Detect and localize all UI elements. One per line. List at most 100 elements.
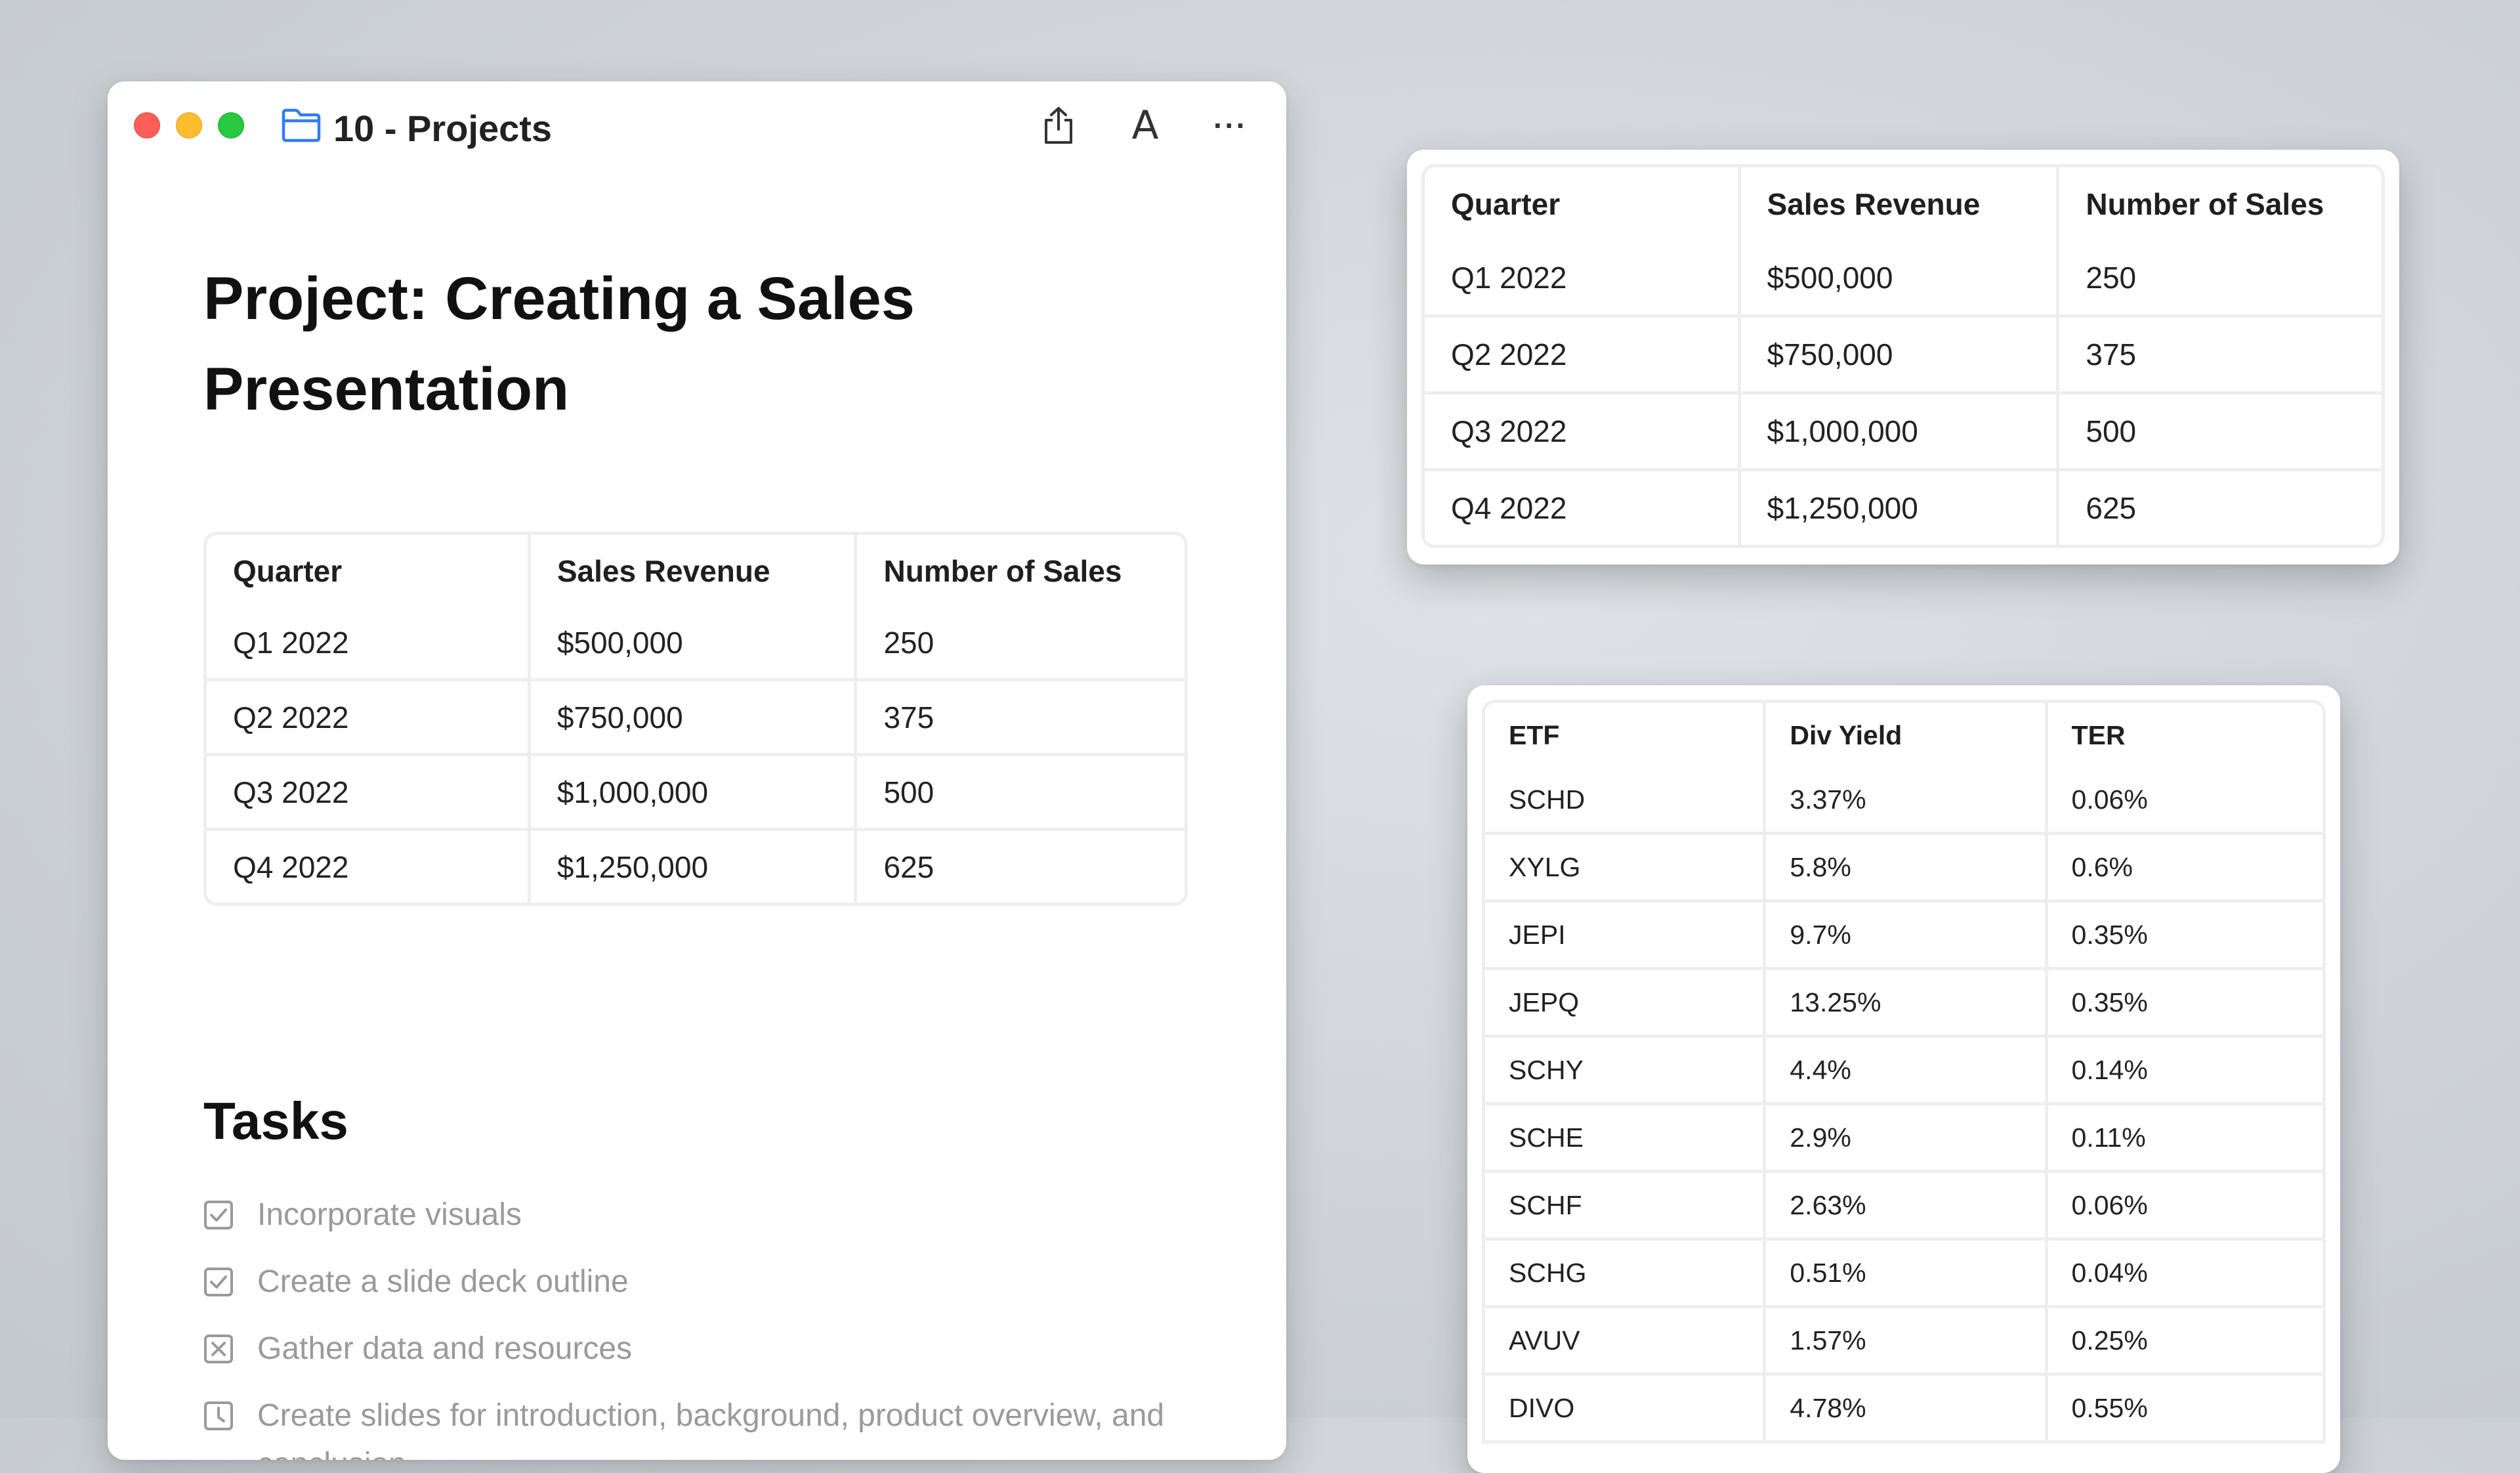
cancelled-checkbox-icon[interactable] bbox=[203, 1334, 234, 1364]
task-item[interactable]: Incorporate visuals bbox=[203, 1191, 1227, 1239]
table-cell[interactable]: 0.55% bbox=[2071, 1392, 2148, 1423]
table-cell[interactable]: 500 bbox=[857, 756, 1185, 831]
table-cell[interactable]: SCHD bbox=[1485, 767, 1767, 835]
header-cell[interactable]: Quarter bbox=[207, 535, 531, 607]
table-cell[interactable]: 500 bbox=[2059, 395, 2382, 471]
table-cell[interactable]: 2.9% bbox=[1766, 1105, 2048, 1173]
table-header-row: ETF Div Yield TER bbox=[1485, 703, 2322, 767]
task-item[interactable]: Gather data and resources bbox=[203, 1325, 1227, 1373]
table-cell[interactable]: JEPI bbox=[1485, 903, 1767, 970]
task-list: Incorporate visuals Create a slide deck … bbox=[203, 1191, 1227, 1460]
table-cell[interactable]: 625 bbox=[883, 849, 934, 884]
table-cell[interactable]: $1,000,000 bbox=[530, 756, 858, 831]
table-row: Q4 2022 $1,250,000 625 bbox=[1425, 471, 2382, 545]
table-cell[interactable]: 0.06% bbox=[2048, 1173, 2322, 1241]
table-cell[interactable]: JEPQ bbox=[1485, 970, 1767, 1038]
table-cell[interactable]: SCHF bbox=[1485, 1173, 1767, 1241]
table-cell[interactable]: SCHY bbox=[1485, 1038, 1767, 1105]
table-cell[interactable]: 375 bbox=[857, 681, 1185, 756]
table-cell[interactable]: 2.63% bbox=[1766, 1173, 2048, 1241]
table-cell[interactable]: 250 bbox=[857, 607, 1185, 681]
header-cell[interactable]: Quarter bbox=[1425, 167, 1741, 241]
folder-icon bbox=[282, 108, 321, 142]
table-cell[interactable]: AVUV bbox=[1485, 1308, 1767, 1376]
table-cell[interactable]: $1,250,000 bbox=[531, 831, 858, 903]
table-cell[interactable]: Q1 2022 bbox=[207, 607, 531, 681]
table-row: AVUV 1.57% 0.25% bbox=[1485, 1308, 2322, 1376]
table-cell[interactable]: Q1 2022 bbox=[1425, 241, 1741, 318]
table-row: SCHD 3.37% 0.06% bbox=[1485, 767, 2322, 835]
table-row: JEPQ 13.25% 0.35% bbox=[1485, 970, 2322, 1038]
header-cell[interactable]: Sales Revenue bbox=[531, 535, 858, 607]
table-cell[interactable]: 0.6% bbox=[2048, 835, 2322, 903]
table-cell[interactable]: 0.04% bbox=[2048, 1241, 2322, 1308]
table-cell[interactable]: Q4 2022 bbox=[1425, 471, 1741, 545]
task-item[interactable]: Create a slide deck outline bbox=[203, 1258, 1227, 1306]
table-cell[interactable]: 4.78% bbox=[1766, 1376, 2048, 1440]
task-label: Create slides for introduction, backgrou… bbox=[257, 1398, 1165, 1460]
table-cell[interactable]: 3.37% bbox=[1766, 767, 2048, 835]
document-title[interactable]: Project: Creating a Sales Presentation bbox=[203, 265, 915, 423]
table-cell[interactable]: 13.25% bbox=[1766, 970, 2048, 1038]
title-bar: 10 - Projects A ··· bbox=[108, 81, 1286, 167]
checked-checkbox-icon[interactable] bbox=[203, 1267, 234, 1297]
table-cell[interactable]: 0.06% bbox=[2048, 767, 2322, 835]
table-cell[interactable]: $750,000 bbox=[530, 681, 858, 756]
window-title: 10 - Projects bbox=[333, 108, 553, 149]
table-header-row: Quarter Sales Revenue Number of Sales bbox=[207, 535, 1185, 607]
task-label: Create a slide deck outline bbox=[257, 1264, 629, 1299]
table-cell[interactable]: $500,000 bbox=[1740, 241, 2060, 318]
table-cell[interactable]: SCHE bbox=[1485, 1105, 1767, 1173]
table-cell[interactable]: Q3 2022 bbox=[1425, 395, 1741, 471]
table-cell[interactable]: 0.35% bbox=[2048, 970, 2322, 1038]
tasks-heading: Tasks bbox=[203, 1092, 348, 1150]
table-cell[interactable]: 4.4% bbox=[1766, 1038, 2048, 1105]
table-cell[interactable]: SCHG bbox=[1485, 1241, 1767, 1308]
table-cell[interactable]: 0.35% bbox=[2048, 903, 2322, 970]
font-style-icon[interactable]: A bbox=[1131, 102, 1159, 148]
table-row: SCHF 2.63% 0.06% bbox=[1485, 1173, 2322, 1241]
minimize-window-button[interactable] bbox=[176, 112, 202, 139]
table-cell[interactable]: 0.14% bbox=[2048, 1038, 2322, 1105]
table-row: SCHY 4.4% 0.14% bbox=[1485, 1038, 2322, 1105]
table-row: Q3 2022 $1,000,000 500 bbox=[1425, 395, 2382, 471]
scheduled-checkbox-icon[interactable] bbox=[203, 1401, 234, 1431]
table-cell[interactable]: Q2 2022 bbox=[207, 681, 531, 756]
table-cell[interactable]: $1,250,000 bbox=[1741, 471, 2060, 545]
table-row: Q2 2022 $750,000 375 bbox=[207, 681, 1185, 756]
table-cell[interactable]: XYLG bbox=[1485, 835, 1767, 903]
zoom-window-button[interactable] bbox=[218, 112, 244, 139]
table-cell[interactable]: $500,000 bbox=[530, 607, 858, 681]
header-cell[interactable]: Div Yield bbox=[1766, 703, 2048, 767]
table-cell[interactable]: DIVO bbox=[1485, 1376, 1767, 1440]
table-cell[interactable]: $750,000 bbox=[1740, 318, 2060, 395]
more-options-icon[interactable]: ··· bbox=[1213, 108, 1248, 142]
table-cell[interactable]: 5.8% bbox=[1766, 835, 2048, 903]
header-cell[interactable]: TER bbox=[2071, 719, 2126, 750]
task-label: Incorporate visuals bbox=[257, 1197, 522, 1232]
table-cell[interactable]: 0.11% bbox=[2048, 1105, 2322, 1173]
table-cell[interactable]: Q4 2022 bbox=[207, 831, 531, 903]
table-cell[interactable]: 1.57% bbox=[1766, 1308, 2048, 1376]
close-window-button[interactable] bbox=[134, 112, 160, 139]
etf-table: ETF Div Yield TER SCHD 3.37% 0.06% XYLG … bbox=[1482, 700, 2326, 1443]
header-cell[interactable]: Number of Sales bbox=[883, 553, 1122, 588]
header-cell[interactable]: Number of Sales bbox=[2086, 187, 2324, 221]
header-cell[interactable]: Sales Revenue bbox=[1741, 167, 2060, 241]
table-cell[interactable]: 375 bbox=[2059, 318, 2382, 395]
table-cell[interactable]: $1,000,000 bbox=[1740, 395, 2060, 471]
table-cell[interactable]: 625 bbox=[2086, 491, 2137, 525]
table-row: Q2 2022 $750,000 375 bbox=[1425, 318, 2382, 395]
table-cell[interactable]: Q2 2022 bbox=[1425, 318, 1741, 395]
task-item[interactable]: Create slides for introduction, backgrou… bbox=[203, 1392, 1227, 1460]
share-icon[interactable] bbox=[1037, 104, 1080, 147]
table-row: XYLG 5.8% 0.6% bbox=[1485, 835, 2322, 903]
checked-checkbox-icon[interactable] bbox=[203, 1200, 234, 1230]
table-cell[interactable]: 9.7% bbox=[1766, 903, 2048, 970]
header-cell[interactable]: ETF bbox=[1485, 703, 1767, 767]
table-cell[interactable]: 0.51% bbox=[1766, 1241, 2048, 1308]
table-cell[interactable]: 0.25% bbox=[2048, 1308, 2322, 1376]
table-row: Q1 2022 $500,000 250 bbox=[207, 607, 1185, 681]
table-cell[interactable]: 250 bbox=[2059, 241, 2382, 318]
table-cell[interactable]: Q3 2022 bbox=[207, 756, 531, 831]
